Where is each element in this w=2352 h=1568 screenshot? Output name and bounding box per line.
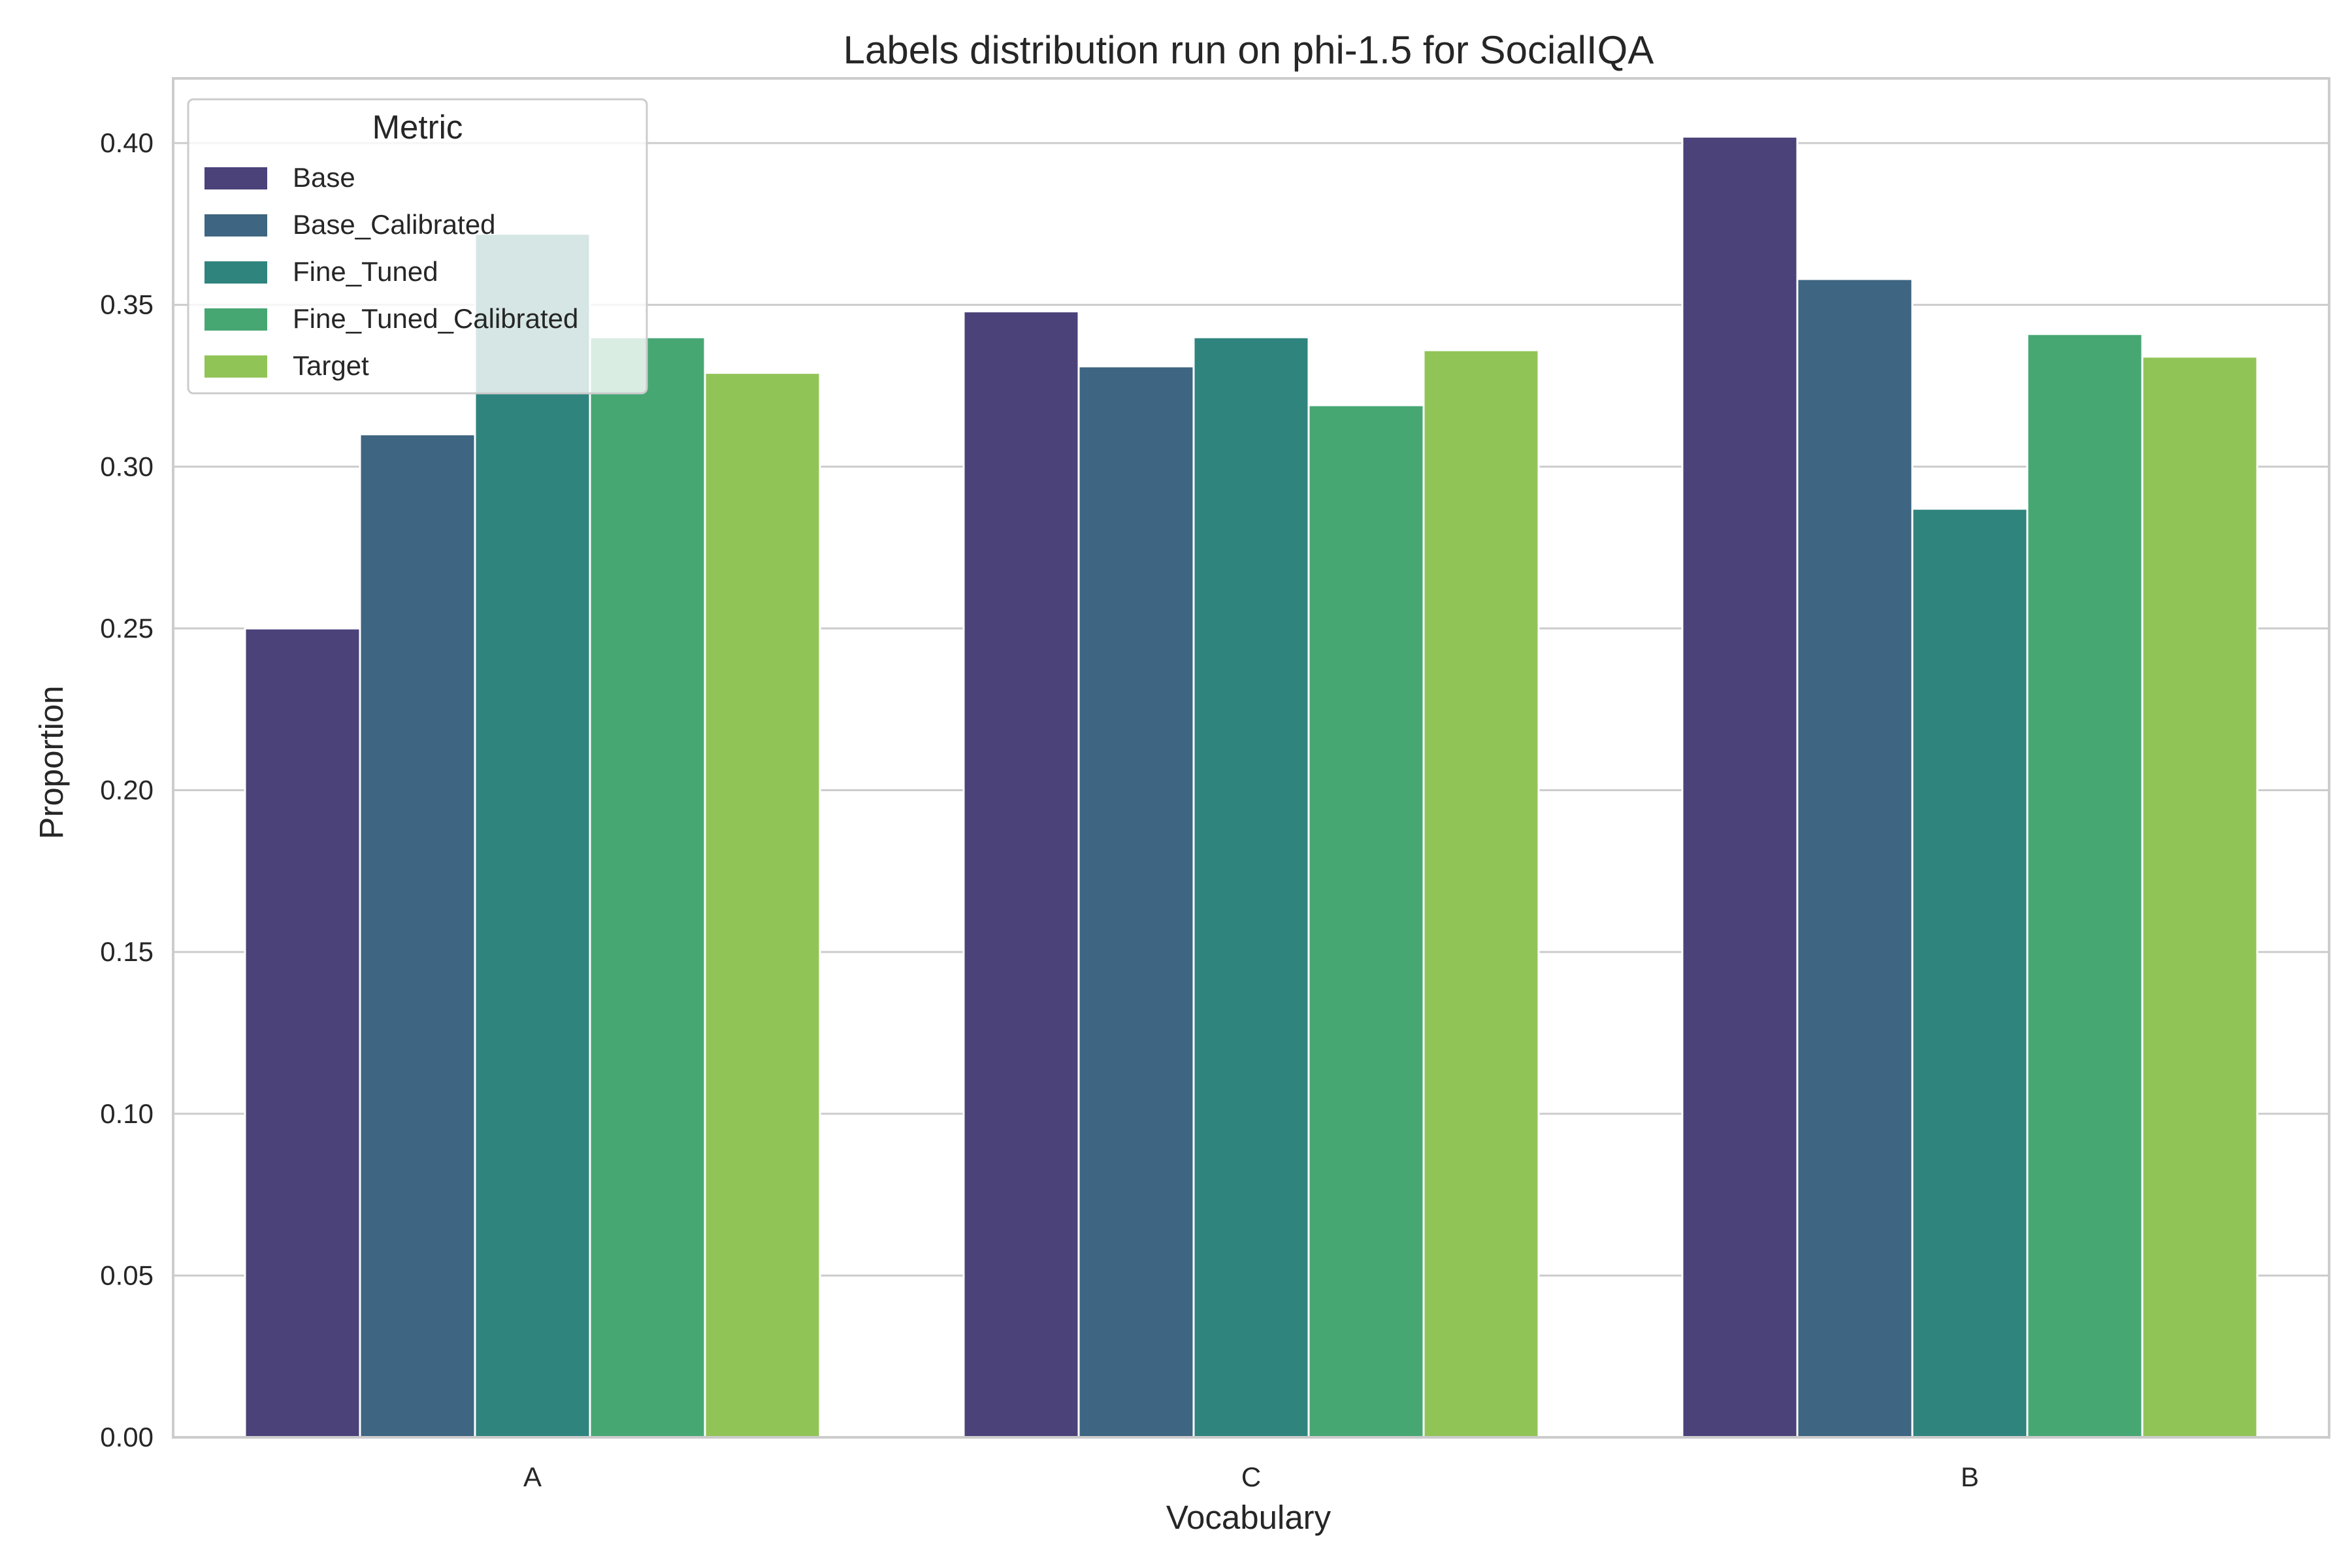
bar-target-a: [704, 372, 821, 1439]
legend-label: Fine_Tuned: [293, 256, 438, 287]
plot-frame: [172, 77, 2330, 1439]
legend-label: Base_Calibrated: [293, 209, 496, 240]
bar-fine-tuned-calibrated-a: [589, 336, 706, 1439]
y-tick-label: 0.10: [100, 1098, 154, 1129]
legend-label: Base: [293, 162, 355, 193]
y-axis-label: Proportion: [33, 685, 70, 839]
y-tick-label: 0.00: [100, 1422, 154, 1452]
legend-box: [187, 98, 648, 395]
y-tick-labels: 0.00 0.05 0.10 0.15 0.20 0.25 0.30 0.35 0.40: [100, 127, 154, 1452]
y-tick-label: 0.30: [100, 451, 154, 482]
x-tick-label: B: [1961, 1462, 1979, 1492]
bar-base-calibrated-a: [359, 433, 476, 1439]
bar-target-b: [2141, 355, 2259, 1439]
legend-swatch: [204, 214, 267, 237]
chart-title: Labels distribution run on phi-1.5 for S…: [843, 28, 1654, 72]
y-tick-label: 0.25: [100, 613, 154, 644]
bar-base-calibrated-c: [1077, 365, 1195, 1439]
bar-base-calibrated-b: [1796, 278, 1914, 1439]
legend-swatch: [204, 355, 267, 378]
legend-swatch: [204, 167, 267, 189]
bar-base-b: [1681, 135, 1799, 1439]
bar-fine-tuned-c: [1192, 336, 1310, 1439]
legend: Metric Base Base_Calibrated Fine_Tuned Fine_…: [187, 98, 648, 395]
x-tick-label: A: [523, 1462, 542, 1492]
legend-swatch: [204, 308, 267, 331]
legend-label: Target: [293, 350, 369, 381]
y-tick-label: 0.35: [100, 289, 154, 320]
x-axis-label: Vocabulary: [1166, 1499, 1331, 1536]
axes: [172, 77, 2330, 1439]
legend-swatch: [204, 261, 267, 284]
y-tick-label: 0.15: [100, 936, 154, 967]
y-tick-label: 0.40: [100, 127, 154, 158]
y-tick-label: 0.20: [100, 775, 154, 806]
bar-fine-tuned-calibrated-b: [2026, 333, 2144, 1439]
legend-title: Metric: [372, 108, 463, 146]
bar-base-c: [962, 310, 1080, 1439]
bars: [244, 135, 2259, 1439]
y-tick-label: 0.05: [100, 1260, 154, 1290]
bar-fine-tuned-b: [1911, 508, 2029, 1439]
bar-fine-tuned-a: [474, 233, 591, 1439]
bar-base-a: [244, 627, 361, 1439]
bar-fine-tuned-calibrated-c: [1307, 404, 1425, 1439]
bar-target-c: [1422, 349, 1540, 1439]
legend-label: Fine_Tuned_Calibrated: [293, 303, 578, 334]
x-tick-label: C: [1241, 1462, 1261, 1492]
